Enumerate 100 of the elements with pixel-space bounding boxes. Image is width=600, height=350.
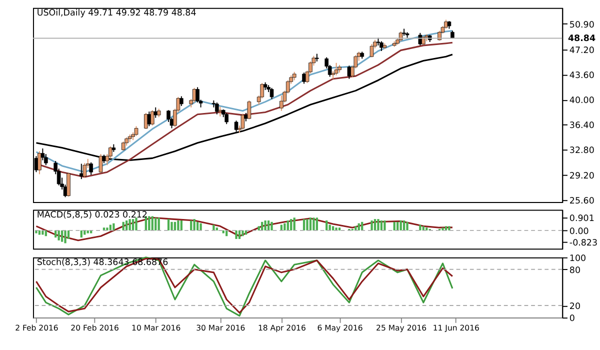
bar	[393, 222, 396, 230]
y-tick-label: 25.60	[569, 196, 594, 206]
bar	[326, 220, 328, 230]
candlestick	[134, 126, 138, 136]
y-tick-label: 36.40	[569, 121, 594, 132]
y-tick-label: 0	[569, 314, 575, 324]
x-tick-label: 18 Apr 2016	[258, 324, 306, 333]
bar	[106, 228, 108, 230]
bar	[86, 230, 89, 234]
bar	[338, 228, 341, 230]
bar	[126, 220, 128, 230]
bar	[377, 219, 380, 230]
bar	[242, 230, 244, 236]
bar	[174, 222, 176, 230]
x-tick-label: 2 Feb 2016	[15, 324, 58, 333]
bar	[316, 218, 318, 230]
bar	[309, 218, 312, 230]
bar	[419, 224, 422, 230]
candlestick	[121, 141, 126, 152]
bar	[170, 222, 173, 230]
bar	[177, 220, 180, 230]
bar	[448, 226, 450, 230]
bar	[135, 218, 138, 230]
bar	[358, 223, 360, 230]
candlestick	[89, 162, 93, 176]
x-tick-label: 10 Mar 2016	[132, 324, 181, 333]
bar	[280, 224, 283, 230]
x-tick-label: 6 May 2016	[317, 324, 363, 333]
bar	[384, 220, 386, 230]
y-tick-label: -0.823	[569, 238, 598, 249]
bar	[200, 223, 202, 230]
candlestick	[270, 87, 274, 100]
candlestick	[150, 110, 154, 126]
bar	[167, 219, 170, 230]
bar	[196, 222, 199, 230]
bar	[442, 228, 444, 230]
candlestick	[334, 62, 338, 76]
bar	[222, 230, 224, 234]
bar	[128, 219, 131, 230]
bar	[109, 224, 112, 230]
bar	[290, 219, 292, 230]
y-tick-label: 0.901	[569, 214, 594, 224]
bar	[180, 220, 182, 230]
bar	[212, 224, 215, 230]
y-tick-label: 50.90	[569, 20, 594, 30]
bar	[302, 219, 306, 230]
candlestick	[82, 162, 87, 178]
bar	[190, 220, 192, 230]
candlestick	[215, 102, 219, 115]
bar	[332, 226, 334, 230]
bar	[235, 230, 238, 239]
candlestick	[180, 96, 184, 106]
x-tick-label: 30 Mar 2016	[196, 324, 246, 333]
bar	[216, 228, 218, 230]
y-tick-label: 47.20	[569, 46, 594, 56]
bar	[293, 218, 296, 230]
bar	[80, 230, 82, 238]
y-tick-label: 100	[569, 254, 586, 264]
chart-title: MACD(5,8,5) 0.023 0.212	[36, 210, 148, 221]
y-tick-label: 80	[569, 266, 581, 276]
bar	[154, 218, 157, 230]
x-tick-label: 20 Feb 2016	[70, 324, 119, 333]
candlestick	[247, 100, 252, 120]
bar	[312, 218, 315, 230]
candlestick	[347, 65, 352, 80]
bar	[328, 224, 331, 230]
bar	[58, 230, 60, 240]
candlestick	[218, 106, 222, 117]
bar	[284, 223, 286, 230]
bar	[380, 220, 383, 230]
x-tick-label: 25 May 2016	[376, 324, 427, 333]
candlestick	[240, 113, 245, 130]
bar	[151, 216, 154, 230]
bar	[400, 220, 402, 230]
bar	[270, 222, 273, 230]
x-tick-label: 11 Jun 2016	[432, 324, 480, 333]
y-tick-label: 20	[569, 302, 581, 312]
y-tick-label: 40.00	[569, 96, 594, 106]
bar	[374, 219, 376, 230]
bar	[64, 230, 66, 244]
bar	[406, 222, 408, 230]
ref-line-label: 48.84	[568, 34, 596, 44]
bar	[306, 219, 308, 230]
y-tick-label: 32.80	[569, 146, 594, 156]
bar	[370, 220, 373, 230]
y-tick-label: 29.20	[569, 171, 594, 182]
bar	[258, 226, 260, 230]
bar	[132, 219, 134, 230]
bar	[122, 222, 124, 230]
bar	[60, 230, 64, 242]
candlestick	[234, 120, 238, 132]
candlestick	[147, 111, 152, 127]
y-tick-label: 43.60	[569, 71, 594, 82]
bar	[426, 228, 428, 230]
bar	[158, 218, 160, 230]
y-tick-label: 0.00	[569, 226, 589, 237]
candlestick	[224, 112, 228, 125]
bar	[264, 220, 266, 230]
chart-title: USOil,Daily 49.71 49.92 48.79 48.84	[36, 8, 197, 19]
candlestick	[66, 172, 70, 197]
